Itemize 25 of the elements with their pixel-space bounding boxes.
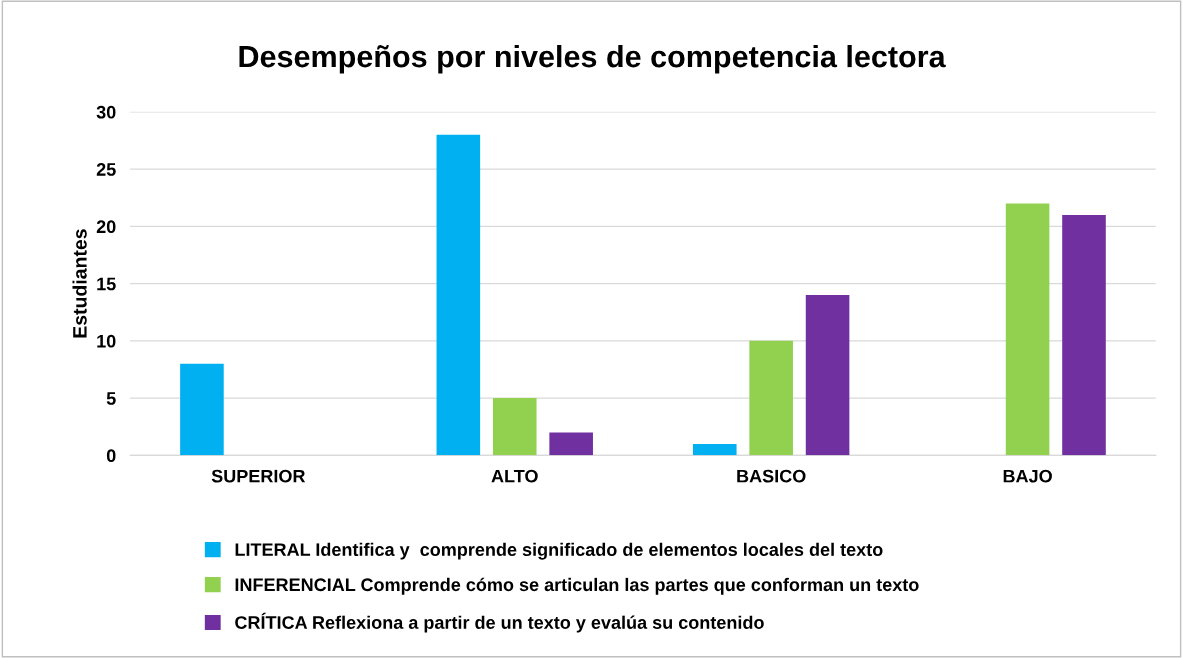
bar (805, 295, 850, 456)
y-tick-label: 5 (106, 392, 116, 405)
legend-label: INFERENCIAL Comprende cómo se articulan las partes que conforman un texto (235, 577, 919, 595)
x-tick-label: BASICO (737, 469, 806, 483)
bar (492, 398, 537, 456)
y-tick-label: 0 (106, 449, 116, 463)
y-tick-label: 10 (97, 334, 116, 348)
y-tick-label: 30 (96, 105, 116, 119)
bar (549, 432, 593, 456)
y-axis-title: Estudiantes (72, 229, 87, 338)
y-tick-label: 25 (96, 163, 116, 176)
x-tick-label: ALTO (491, 469, 538, 483)
bar (1005, 203, 1050, 456)
bar (436, 134, 481, 456)
bar (749, 340, 793, 456)
legend-label: CRÍTICA Reflexiona a partir de un texto y evalúa su contenido (235, 612, 764, 633)
bar (180, 363, 224, 456)
legend-label: LITERAL Identifica y comprende significado de elementos locales del texto (235, 542, 883, 560)
bar (1062, 214, 1106, 456)
bar (692, 443, 737, 456)
x-tick-label: SUPERIOR (211, 469, 306, 483)
y-tick-label: 15 (97, 277, 116, 291)
y-tick-label: 20 (96, 220, 116, 234)
chart-title: Desempeños por niveles de competencia lectora (239, 44, 946, 74)
x-tick-label: BAJO (1003, 469, 1052, 483)
